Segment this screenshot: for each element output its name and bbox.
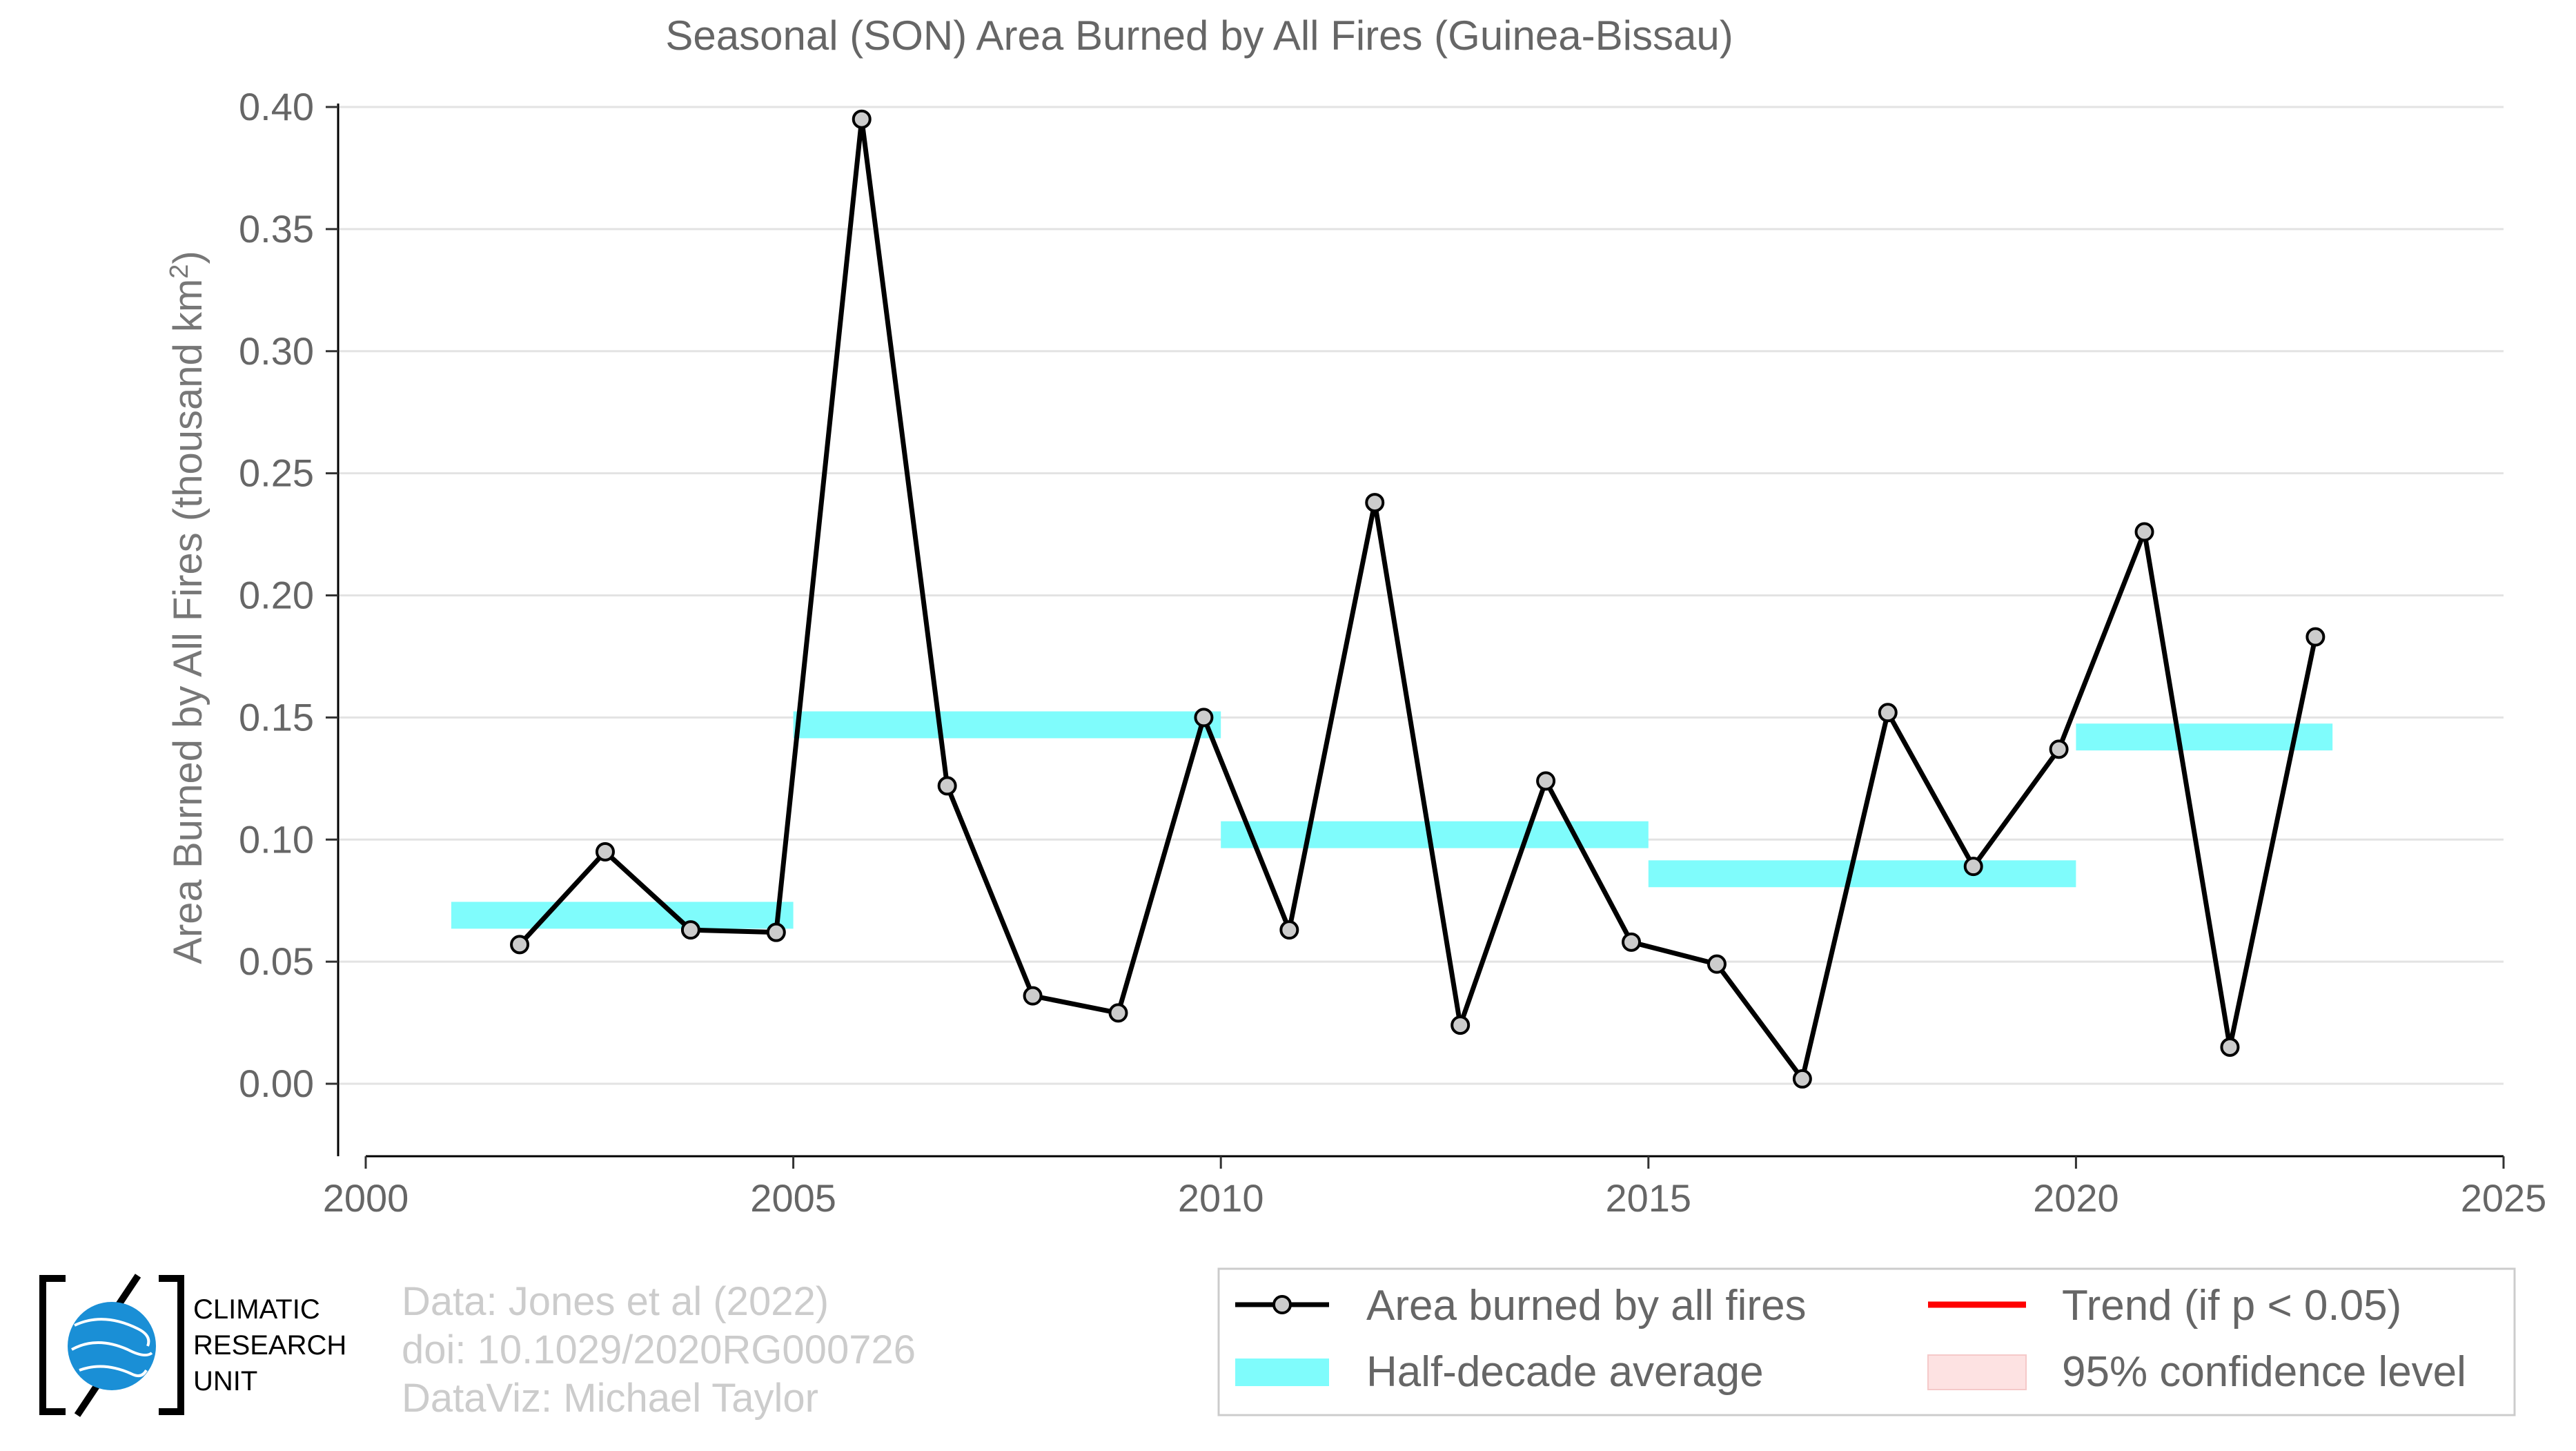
legend-label-trend: Trend (if p < 0.05): [2062, 1282, 2401, 1330]
legend-label-confidence: 95% confidence level: [2062, 1348, 2466, 1396]
logo-text-research: RESEARCH: [193, 1330, 346, 1361]
x-tick-label: 2010: [1178, 1176, 1264, 1220]
data-point: [1707, 954, 1727, 974]
legend-item-half-decade: Half-decade average: [1235, 1348, 1764, 1396]
half-decade-average-bar: [793, 711, 1221, 739]
half-decade-average-bars: [451, 711, 2333, 929]
data-point: [1878, 703, 1898, 723]
data-point: [1023, 986, 1043, 1006]
credit-dataviz: DataViz: Michael Taylor: [402, 1376, 818, 1421]
data-point: [680, 920, 700, 940]
y-axis-label-close: ): [166, 251, 210, 264]
y-tick-label: 0.15: [239, 695, 314, 739]
x-tick-label: 2000: [323, 1176, 409, 1220]
legend-swatch-marker: [1272, 1295, 1292, 1314]
data-point: [2049, 739, 2069, 759]
globe-swirl-3: [79, 1365, 148, 1378]
legend-swatch-confidence: [1927, 1354, 2027, 1390]
y-axis-label: Area Burned by All Fires (thousand km2): [165, 251, 210, 964]
credit-doi: doi: 10.1029/2020RG000726: [402, 1327, 916, 1372]
legend-item-confidence: 95% confidence level: [1927, 1348, 2466, 1396]
logo-bracket-right: [159, 1275, 184, 1415]
logo-slash-top: [115, 1274, 141, 1307]
y-tick-label: 0.40: [239, 85, 314, 128]
y-axis: 0.00 0.05 0.10 0.15 0.20 0.25 0.30 0.35 0.40: [239, 85, 340, 1156]
chart-title: Seasonal (SON) Area Burned by All Fires …: [665, 12, 1733, 59]
data-point: [937, 776, 957, 796]
half-decade-average-bar: [451, 902, 794, 929]
logo-text-climatic: CLIMATIC: [193, 1294, 320, 1325]
x-tick-label: 2025: [2461, 1176, 2547, 1220]
legend-label-area-burned: Area burned by all fires: [1366, 1282, 1807, 1330]
y-tick-label: 0.30: [239, 329, 314, 373]
legend-item-trend: Trend (if p < 0.05): [1928, 1282, 2401, 1330]
y-tick-label: 0.10: [239, 817, 314, 861]
legend-item-area-burned: Area burned by all fires: [1235, 1282, 1807, 1330]
logo-text-unit: UNIT: [193, 1366, 257, 1396]
y-tick-label: 0.05: [239, 939, 314, 983]
half-decade-average-bar: [2076, 723, 2333, 751]
data-point: [1451, 1015, 1471, 1035]
x-axis: 2000 2005 2010 2015 2020 2025: [323, 1155, 2547, 1220]
data-point: [1963, 857, 1983, 877]
legend: Area burned by all fires Trend (if p < 0…: [1217, 1267, 2516, 1416]
series-area-burned: [510, 109, 2326, 1089]
legend-frame: [1217, 1267, 2516, 1416]
y-tick-label: 0.20: [239, 574, 314, 617]
globe-swirl-1: [74, 1318, 150, 1347]
data-point: [1622, 932, 1642, 952]
data-credits: Data: Jones et al (2022) doi: 10.1029/20…: [402, 1279, 916, 1421]
x-tick-label: 2020: [2033, 1176, 2119, 1220]
data-point: [1279, 920, 1299, 940]
data-point: [766, 922, 786, 942]
logo-bracket-left: [39, 1275, 66, 1415]
half-decade-average-bar: [1221, 821, 1649, 848]
data-point: [595, 841, 615, 861]
x-tick-label: 2005: [750, 1176, 836, 1220]
legend-swatch-half-decade: [1235, 1359, 1329, 1386]
data-point: [1194, 708, 1214, 728]
data-point: [1536, 771, 1556, 791]
data-point: [852, 109, 872, 129]
y-tick-label: 0.25: [239, 451, 314, 495]
data-point: [1108, 1003, 1128, 1023]
data-point: [2220, 1037, 2240, 1057]
half-decade-average-bar: [1648, 860, 2076, 888]
gridlines: [338, 106, 2504, 1085]
data-point: [2134, 522, 2154, 542]
series-line: [518, 117, 2318, 1082]
globe-swirl-2: [71, 1341, 153, 1357]
legend-label-half-decade: Half-decade average: [1366, 1348, 1764, 1396]
y-tick-label: 0.35: [239, 207, 314, 251]
data-point: [2305, 627, 2326, 647]
data-point: [510, 935, 530, 955]
y-axis-label-main: Area Burned by All Fires (thousand km: [166, 279, 210, 964]
x-tick-label: 2015: [1606, 1176, 1692, 1220]
y-axis-label-superscript: 2: [165, 264, 194, 279]
data-point: [1792, 1069, 1812, 1089]
data-point: [1365, 493, 1385, 513]
credit-data-source: Data: Jones et al (2022): [402, 1279, 829, 1324]
cru-logo: CLIMATIC RESEARCH UNIT: [39, 1274, 346, 1417]
y-tick-label: 0.00: [239, 1062, 314, 1105]
logo-slash-bottom: [74, 1384, 100, 1417]
